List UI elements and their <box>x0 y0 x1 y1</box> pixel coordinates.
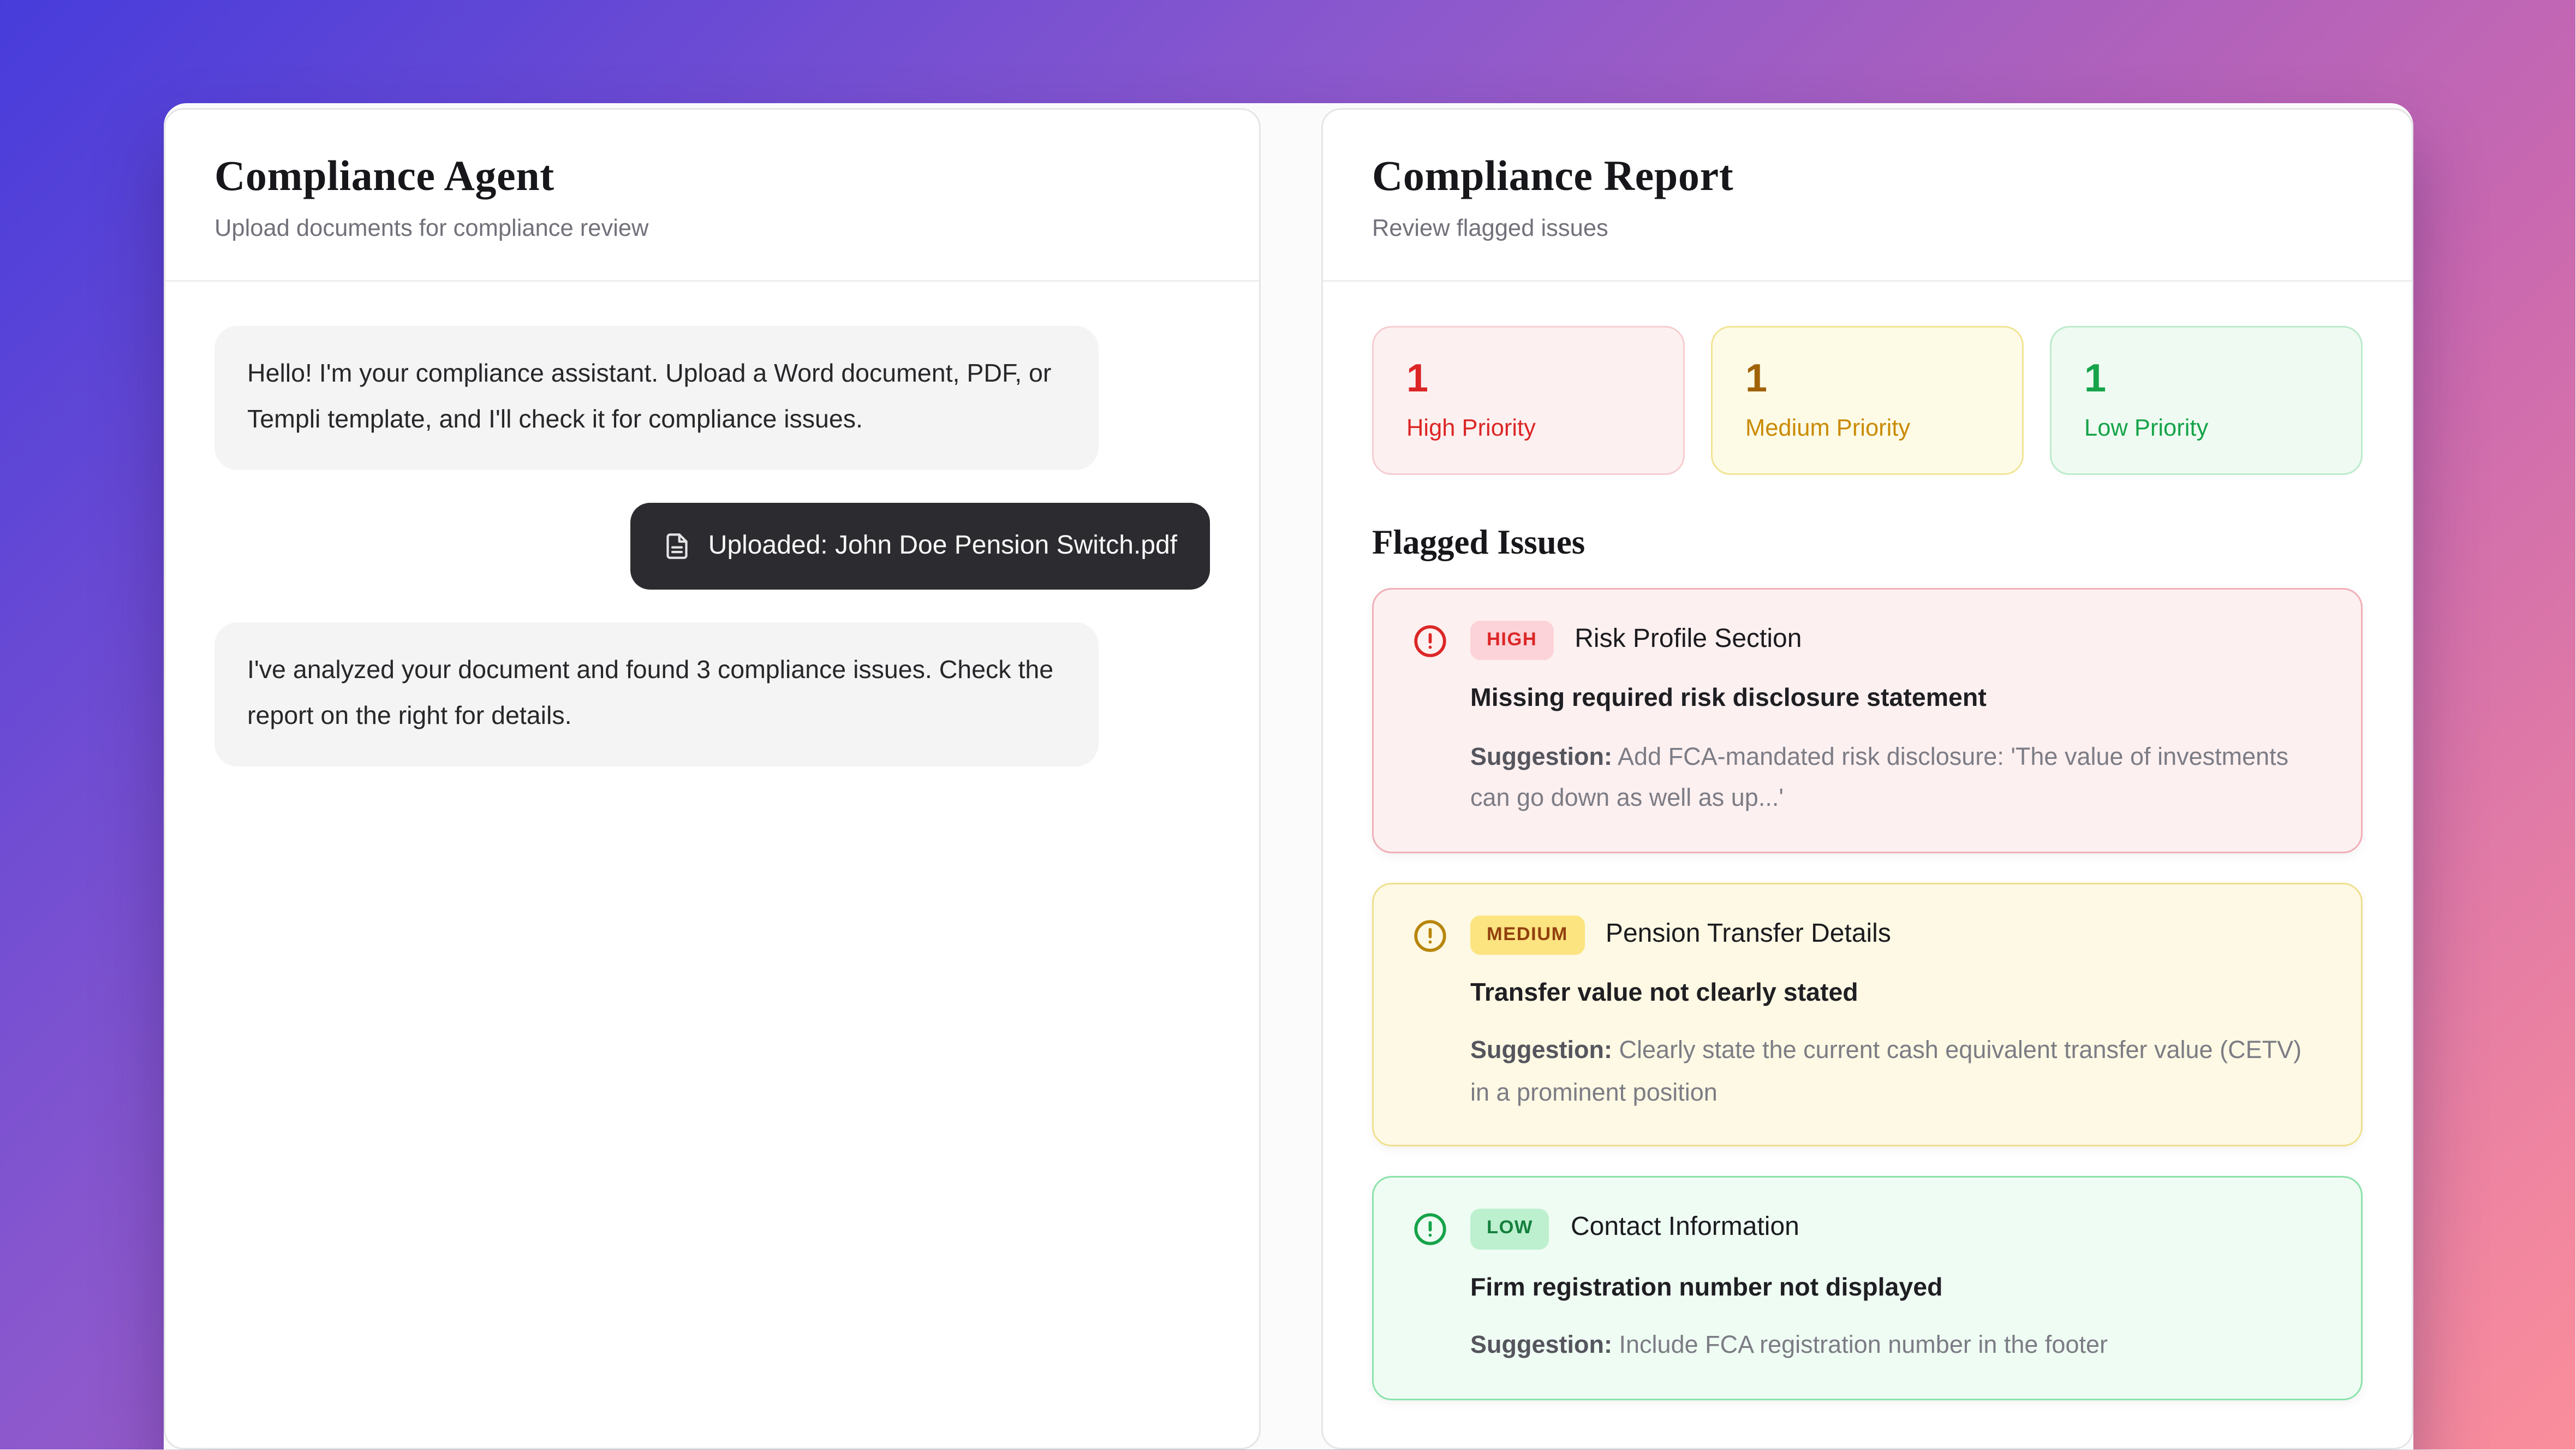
severity-badge: LOW <box>1470 1209 1549 1249</box>
issue-section-title: Contact Information <box>1570 1214 1799 1243</box>
assistant-message: I've analyzed your document and found 3 … <box>214 623 1210 767</box>
chat-panel-title: Compliance Agent <box>214 152 554 200</box>
assistant-message-bubble: I've analyzed your document and found 3 … <box>214 623 1099 767</box>
issue-content: HIGH Risk Profile Section Missing required… <box>1470 620 2322 820</box>
issue-content: LOW Contact Information Firm registration … <box>1470 1209 2322 1367</box>
uploaded-file-message: Uploaded: John Doe Pension Switch.pdf <box>214 502 1210 591</box>
issue-suggestion: Suggestion: Add FCA-mandated risk disclo… <box>1470 736 2322 820</box>
issue-card-medium: MEDIUM Pension Transfer Details Transfer v… <box>1372 882 2363 1148</box>
stat-label: High Priority <box>1406 416 1536 443</box>
issue-statement: Missing required risk disclosure stateme… <box>1470 684 1987 712</box>
issue-content: MEDIUM Pension Transfer Details Transfer v… <box>1470 914 2322 1114</box>
issue-card-high: HIGH Risk Profile Section Missing required… <box>1372 587 2363 853</box>
issue-section-title: Risk Profile Section <box>1575 625 1802 653</box>
assistant-message: Hello! I'm your compliance assistant. Up… <box>214 326 1210 470</box>
alert-circle-icon <box>1413 624 1447 658</box>
stat-card-low-priority: 1 Low Priority <box>2050 326 2363 475</box>
issue-section-title: Pension Transfer Details <box>1605 920 1891 948</box>
severity-badge: HIGH <box>1470 620 1554 660</box>
issue-suggestion: Suggestion: Clearly state the current ca… <box>1470 1031 2322 1114</box>
flagged-issues-list: HIGH Risk Profile Section Missing required… <box>1372 587 2363 1400</box>
assistant-message-bubble: Hello! I'm your compliance assistant. Up… <box>214 326 1099 470</box>
suggestion-text: Add FCA-mandated risk disclosure: 'The v… <box>1470 742 2289 813</box>
message-text: Hello! I'm your compliance assistant. Up… <box>247 360 1052 434</box>
suggestion-label: Suggestion: <box>1470 1037 1613 1066</box>
stat-count: 1 <box>2084 357 2107 402</box>
issue-statement: Firm registration number not displayed <box>1470 1273 1943 1302</box>
chat-panel: Compliance Agent Upload documents for co… <box>164 108 1261 1450</box>
report-panel-title: Compliance Report <box>1372 152 1734 200</box>
report-panel: Compliance Report Review flagged issues … <box>1321 108 2413 1450</box>
stat-card-high-priority: 1 High Priority <box>1372 326 1685 475</box>
suggestion-label: Suggestion: <box>1470 1332 1613 1360</box>
report-panel-body: 1 High Priority 1 Medium Priority 1 Low Prior… <box>1323 282 2412 1448</box>
chat-panel-subtitle: Upload documents for compliance review <box>214 216 649 243</box>
alert-circle-icon <box>1413 918 1447 953</box>
stat-card-medium-priority: 1 Medium Priority <box>1711 326 2024 475</box>
chat-message-list: Hello! I'm your compliance assistant. Up… <box>165 282 1259 1448</box>
uploaded-file-bubble: Uploaded: John Doe Pension Switch.pdf <box>629 502 1210 591</box>
stat-label: Low Priority <box>2084 416 2209 443</box>
report-panel-header: Compliance Report Review flagged issues <box>1323 110 2412 282</box>
issue-suggestion: Suggestion: Include FCA registration num… <box>1470 1326 2322 1368</box>
issue-card-low: LOW Contact Information Firm registration … <box>1372 1176 2363 1400</box>
severity-badge: MEDIUM <box>1470 914 1584 955</box>
priority-stats-row: 1 High Priority 1 Medium Priority 1 Low Prior… <box>1372 326 2363 475</box>
issue-statement: Transfer value not clearly stated <box>1470 979 1858 1007</box>
main-container: Compliance Agent Upload documents for co… <box>164 103 2413 1450</box>
stat-label: Medium Priority <box>1745 416 1911 443</box>
file-text-icon <box>663 532 690 560</box>
stat-count: 1 <box>1745 357 1768 402</box>
suggestion-text: Clearly state the current cash equivalen… <box>1470 1037 2302 1107</box>
suggestion-label: Suggestion: <box>1470 742 1613 771</box>
chat-panel-header: Compliance Agent Upload documents for co… <box>165 110 1259 282</box>
flagged-issues-heading: Flagged Issues <box>1372 522 1585 562</box>
message-text: Uploaded: John Doe Pension Switch.pdf <box>708 532 1177 560</box>
message-text: I've analyzed your document and found 3 … <box>247 657 1054 731</box>
alert-circle-icon <box>1413 1213 1447 1247</box>
report-panel-subtitle: Review flagged issues <box>1372 216 1608 243</box>
stat-count: 1 <box>1406 357 1429 402</box>
suggestion-text: Include FCA registration number in the f… <box>1612 1332 2108 1360</box>
